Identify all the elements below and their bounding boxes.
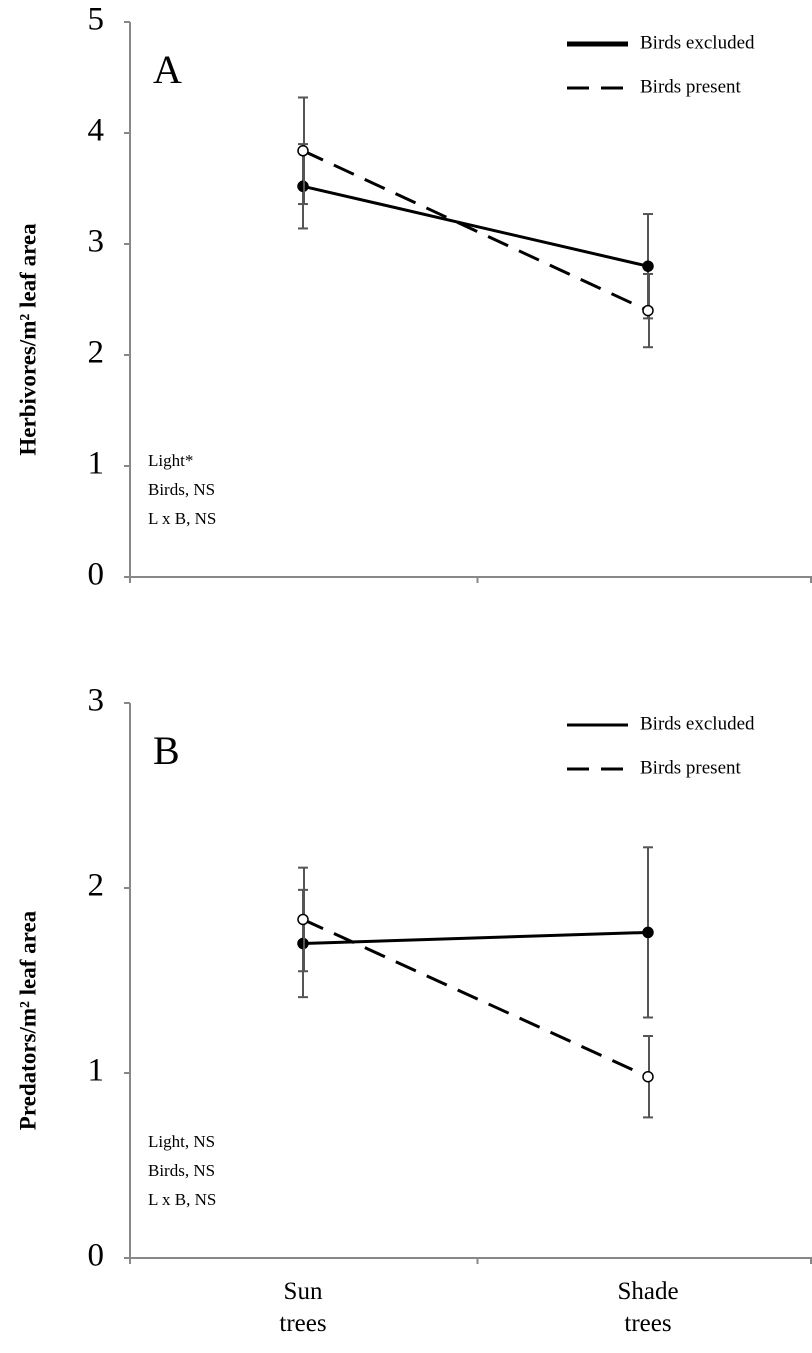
series-line <box>302 184 649 268</box>
marker <box>642 260 654 272</box>
y-axis-label: Herbivores/m² leaf area <box>15 223 40 456</box>
marker <box>642 304 654 317</box>
y-tick-label: 0 <box>88 557 105 593</box>
y-axis-label: Predators/m² leaf area <box>15 910 40 1130</box>
marker <box>297 913 309 926</box>
y-tick-label: 2 <box>88 868 105 904</box>
annotation: Light* <box>148 451 193 470</box>
legend-label: Birds excluded <box>640 32 755 53</box>
y-tick-label: 3 <box>88 683 105 719</box>
y-tick-label: 4 <box>88 113 105 149</box>
series-line <box>302 918 649 1079</box>
y-tick-label: 5 <box>88 2 105 38</box>
annotation: Light, NS <box>148 1132 215 1151</box>
annotation: L x B, NS <box>148 1190 216 1209</box>
series-line <box>302 930 649 945</box>
x-tick-label: Shade trees <box>617 1278 679 1337</box>
panel-label: B <box>153 728 180 773</box>
y-tick-label: 1 <box>88 446 105 482</box>
panel-label: A <box>153 47 182 92</box>
marker <box>297 145 309 157</box>
y-tick-label: 1 <box>88 1053 105 1089</box>
annotation: L x B, NS <box>148 509 216 528</box>
series-line <box>302 149 649 312</box>
y-tick-label: 2 <box>88 335 105 371</box>
x-tick-label: Sun trees <box>279 1278 327 1337</box>
annotation: Birds, NS <box>148 1161 215 1180</box>
y-tick-label: 3 <box>88 224 105 260</box>
legend-label: Birds present <box>640 76 742 97</box>
marker <box>642 1070 654 1083</box>
annotation: Birds, NS <box>148 480 215 499</box>
legend-label: Birds excluded <box>640 713 755 734</box>
legend-label: Birds present <box>640 757 742 778</box>
y-tick-label: 0 <box>88 1238 105 1274</box>
marker <box>642 926 654 939</box>
